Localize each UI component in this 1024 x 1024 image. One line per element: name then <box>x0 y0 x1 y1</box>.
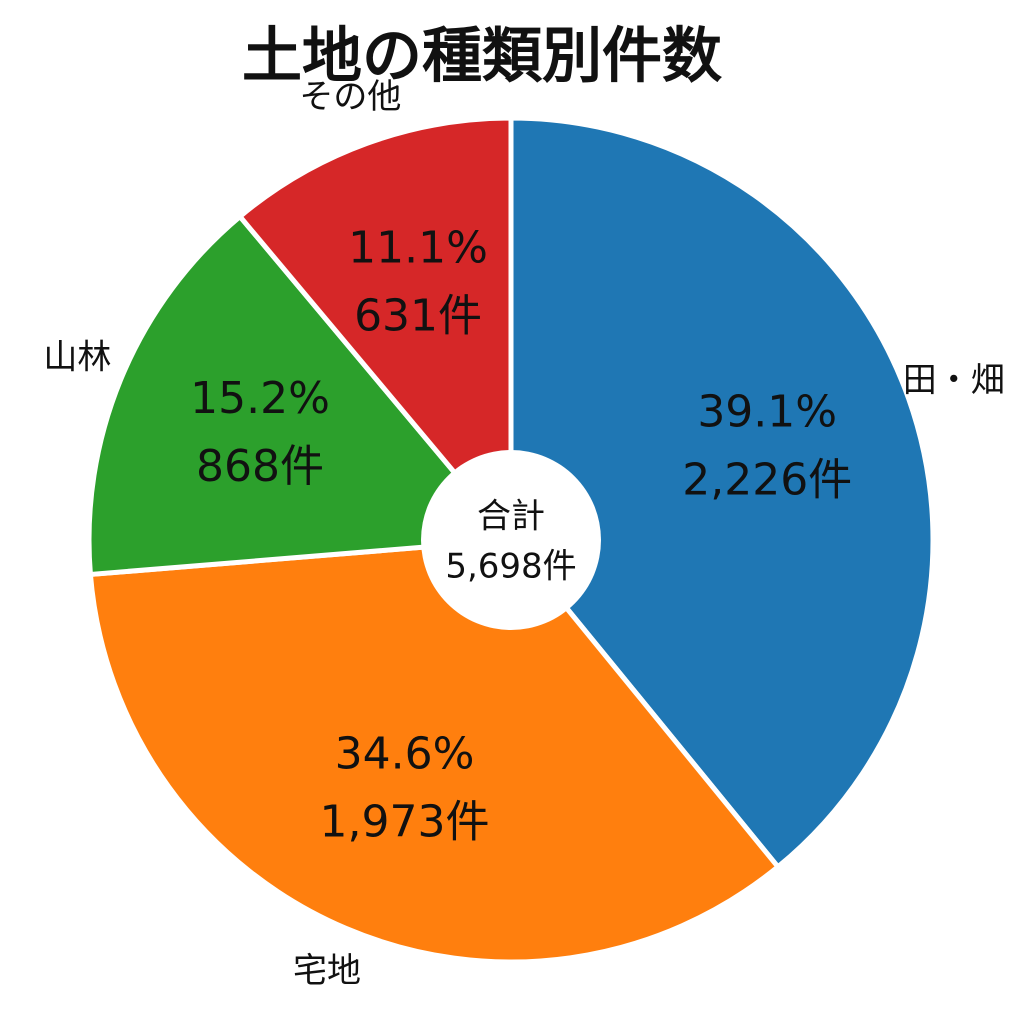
count-label: 868件 <box>196 441 324 492</box>
count-label: 2,226件 <box>682 455 852 506</box>
count-label: 631件 <box>354 290 482 341</box>
pie-slice <box>236 115 514 547</box>
count-label: 1,973件 <box>320 796 490 847</box>
pie-slice <box>86 213 517 578</box>
total-label: 5,698件 <box>445 547 576 587</box>
center-label: 合計 <box>477 497 545 537</box>
category-label: 宅地 <box>293 951 361 991</box>
category-label: その他 <box>299 77 401 117</box>
category-label: 山林 <box>43 337 111 377</box>
category-label: 田・畑 <box>903 361 1005 401</box>
chart-title: 土地の種類別件数 <box>242 22 722 92</box>
value-label: 11.1% <box>348 222 488 273</box>
value-label: 15.2% <box>190 373 330 424</box>
value-label: 39.1% <box>697 387 837 438</box>
pie-slice <box>87 537 782 965</box>
center-hole <box>421 450 601 630</box>
value-label: 34.6% <box>335 728 475 779</box>
pie-slice <box>508 115 936 871</box>
